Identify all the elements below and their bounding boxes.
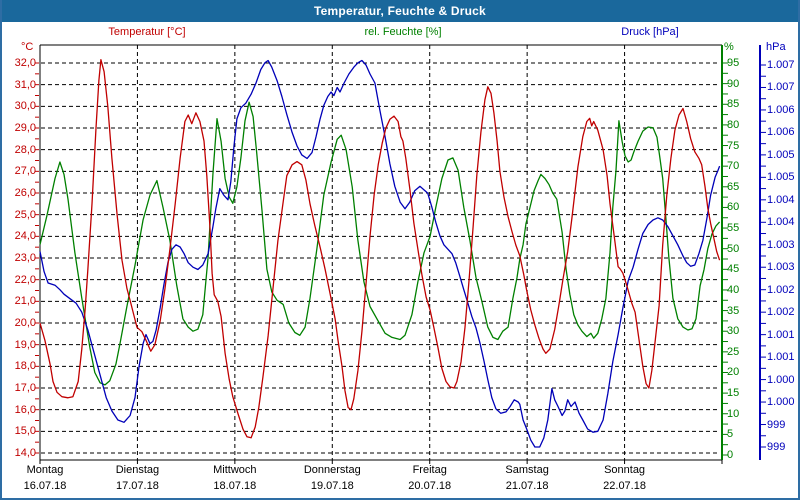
temperature-axis-label: 31,0 [14,78,36,91]
temperature-axis-label: 32,0 [14,57,36,69]
temperature-axis-label: 22,0 [14,273,36,286]
pressure-axis-label: 1.001 [767,351,795,364]
humidity-axis-label: 40 [727,283,740,296]
humidity-axis-label: 25 [727,345,740,358]
humidity-axis-label: 35 [727,304,740,317]
pressure-axis-label: 1.000 [767,396,795,409]
humidity-axis-label: 45 [727,263,740,276]
pressure-axis-label: 1.003 [767,238,795,251]
day-name-label: Dienstag [115,464,160,476]
window-title: Temperatur, Feuchte & Druck [314,4,486,18]
temperature-axis-label: 23,0 [14,252,36,264]
day-date-label: 22.07.18 [603,480,646,492]
pressure-axis-label: 1.005 [767,171,795,184]
pressure-axis-label: 1.003 [767,261,795,274]
pressure-axis-label: 1.006 [767,103,795,116]
pressure-axis-label: 1.001 [767,328,795,341]
humidity-axis-label: 0 [727,449,734,461]
pressure-axis-label: 1.007 [767,59,795,71]
temperature-axis-label: 20,0 [14,317,36,329]
day-date-label: 18.07.18 [213,480,257,492]
humidity-axis-label: 5 [727,428,734,441]
legend-humidity: rel. Feuchte [%] [364,26,442,38]
humidity-axis-label: 90 [727,77,740,90]
pressure-axis-label: 999 [767,418,786,431]
temperature-axis-label: 27,0 [14,165,36,178]
humidity-axis-label: 70 [727,160,740,173]
humidity-axis-label: 50 [727,242,740,255]
day-date-label: 19.07.18 [310,480,354,492]
window-titlebar: Temperatur, Feuchte & Druck [2,0,798,22]
series-line-temperature [39,59,721,439]
day-name-label: Samstag [505,464,549,476]
day-name-label: Mittwoch [213,464,257,476]
humidity-axis-label: 30 [727,325,740,338]
pressure-axis-unit: hPa [766,41,786,53]
legend-temperature: Temperatur [°C] [108,26,186,38]
temperature-axis-unit: °C [21,41,34,53]
pressure-axis-label: 999 [767,440,786,453]
pressure-axis-label: 1.002 [767,306,795,319]
humidity-axis-label: 20 [727,366,740,379]
pressure-axis-label: 1.005 [767,148,795,161]
pressure-axis-label: 1.006 [767,126,795,139]
day-date-label: 20.07.18 [408,480,452,492]
day-name-label: Freitag [412,464,447,476]
pressure-axis-label: 1.002 [767,283,795,296]
humidity-axis-label: 80 [727,118,740,131]
temperature-axis-label: 24,0 [14,230,36,243]
humidity-axis-label: 85 [727,98,740,111]
temperature-axis-label: 21,0 [14,295,36,308]
temperature-axis-label: 16,0 [14,403,36,416]
pressure-axis-label: 1.007 [767,81,795,94]
temperature-axis-label: 30,0 [14,100,36,113]
day-date-label: 21.07.18 [505,480,549,492]
series-line-pressure [39,59,721,448]
humidity-axis-unit: % [724,41,734,53]
humidity-axis-label: 75 [727,139,740,152]
day-date-label: 16.07.18 [23,480,67,492]
temperature-axis-label: 26,0 [14,187,36,199]
temperature-axis-label: 14,0 [14,447,36,459]
temperature-axis-label: 29,0 [14,122,36,134]
humidity-axis-label: 10 [727,407,740,420]
temperature-axis-label: 15,0 [14,425,36,438]
day-name-label: Montag [26,464,64,476]
temperature-axis-label: 25,0 [14,208,36,221]
humidity-axis-label: 65 [727,180,740,193]
day-date-label: 17.07.18 [116,480,159,492]
day-name-label: Sonntag [604,464,646,476]
humidity-axis-label: 95 [727,57,740,69]
pressure-axis-label: 1.004 [767,216,795,229]
temperature-axis-label: 18,0 [14,360,36,373]
series-line-humidity [39,101,721,386]
legend-pressure: Druck [hPa] [621,26,679,38]
temperature-axis-label: 19,0 [14,338,36,351]
temperature-axis-label: 17,0 [14,382,36,394]
day-name-label: Donnerstag [303,464,361,476]
humidity-axis-label: 55 [727,222,740,235]
temperature-axis-label: 28,0 [14,143,36,156]
pressure-axis-label: 1.004 [767,193,795,206]
humidity-axis-label: 60 [727,201,740,214]
pressure-axis-label: 1.000 [767,373,795,386]
humidity-axis-label: 15 [727,387,740,400]
